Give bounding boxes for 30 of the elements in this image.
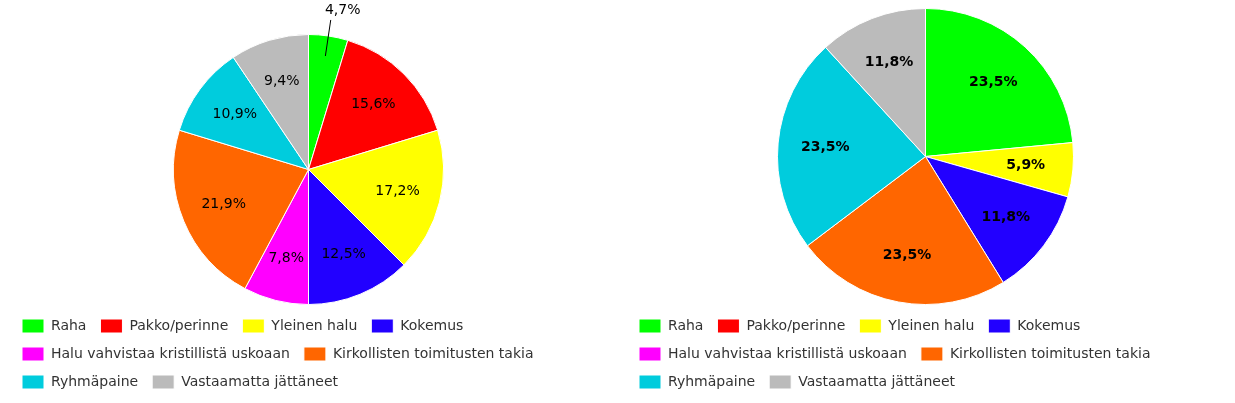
legend-label: Ryhmäpaine — [51, 372, 139, 389]
data-label: 9,4% — [263, 72, 300, 89]
data-label: 7,8% — [268, 249, 305, 266]
legend-label: Kirkollisten toimitusten takia — [332, 344, 534, 361]
legend-label: Kirkollisten toimitusten takia — [949, 344, 1151, 361]
legend-label: Pakko/perinne — [746, 316, 846, 333]
data-label: 15,6% — [351, 95, 396, 112]
legend-label: Raha — [51, 316, 87, 333]
legend-label: Vastaamatta jättäneet — [798, 372, 956, 389]
data-label: 11,8% — [864, 53, 914, 70]
data-label: 23,5% — [800, 137, 850, 154]
legend-label: Yleinen halu — [270, 316, 358, 333]
legend-label: Yleinen halu — [887, 316, 975, 333]
legend-label: Raha — [668, 316, 704, 333]
legend-label: Pakko/perinne — [129, 316, 229, 333]
data-label: 4,7% — [324, 0, 361, 17]
legend-label: Ryhmäpaine — [668, 372, 756, 389]
data-label: 12,5% — [321, 244, 366, 261]
data-label: 23,5% — [968, 72, 1018, 89]
data-label: 5,9% — [1006, 156, 1046, 173]
legend-label: Halu vahvistaa kristillistä uskoaan — [668, 344, 907, 361]
data-label: 21,9% — [201, 195, 246, 212]
data-label: 17,2% — [375, 182, 420, 199]
legend-label: Halu vahvistaa kristillistä uskoaan — [51, 344, 290, 361]
legend-label: Kokemus — [400, 316, 464, 333]
data-label: 10,9% — [212, 105, 257, 122]
data-label: 11,8% — [981, 207, 1031, 224]
legend-label: Kokemus — [1017, 316, 1081, 333]
legend-label: Vastaamatta jättäneet — [181, 372, 339, 389]
data-label: 23,5% — [882, 246, 932, 263]
